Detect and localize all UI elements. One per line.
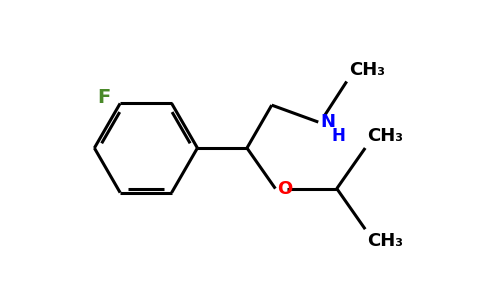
- Text: N: N: [320, 113, 335, 131]
- Text: CH₃: CH₃: [348, 61, 385, 79]
- Text: O: O: [277, 180, 293, 198]
- Text: F: F: [98, 88, 111, 107]
- Text: CH₃: CH₃: [367, 232, 403, 250]
- Text: CH₃: CH₃: [367, 127, 403, 145]
- Text: H: H: [331, 127, 345, 145]
